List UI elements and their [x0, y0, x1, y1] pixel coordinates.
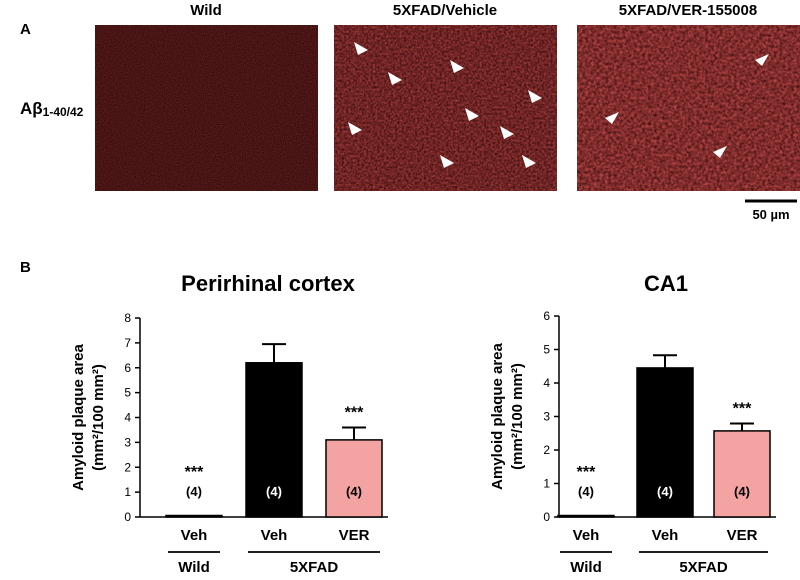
y-axis-label-line1: Amyloid plaque area [489, 342, 506, 489]
y-tick-label: 5 [543, 343, 550, 357]
bar [557, 514, 615, 518]
image-title-ver: 5XFAD/VER-155008 [619, 2, 757, 19]
group-label-wild: Wild [178, 559, 210, 576]
y-tick-label: 1 [124, 485, 131, 499]
group-label-5xfad: 5XFAD [290, 559, 339, 576]
y-tick-label: 2 [543, 443, 550, 457]
x-category-label: Veh [181, 527, 208, 544]
y-tick-label: 6 [124, 361, 131, 375]
chart-perirhinal: Perirhinal cortex Amyloid plaque area (mm²… [70, 271, 388, 576]
x-category-label: Veh [573, 527, 600, 544]
y-axis-label: Amyloid plaque area (mm²/100 mm²) [70, 343, 107, 490]
y-axis-label: Amyloid plaque area (mm²/100 mm²) [489, 342, 526, 489]
plaque-arrowheads-ver [605, 54, 769, 158]
y-tick-label: 8 [124, 311, 131, 325]
x-category-label: VER [727, 527, 758, 544]
scale-bar-label: 50 µm [752, 207, 789, 222]
x-category-label: Veh [652, 527, 679, 544]
y-tick-label: 4 [543, 376, 550, 390]
micrograph-vehicle [334, 25, 557, 191]
group-label-wild: Wild [570, 559, 602, 576]
x-category-label: Veh [261, 527, 288, 544]
y-tick-label: 0 [124, 510, 131, 524]
y-tick-label: 0 [543, 510, 550, 524]
significance-marker: *** [733, 401, 752, 418]
bar [245, 362, 303, 518]
significance-marker: *** [345, 404, 364, 421]
significance-marker: *** [577, 464, 596, 481]
n-label: (4) [734, 484, 750, 499]
n-label: (4) [266, 484, 282, 499]
y-tick-label: 2 [124, 460, 131, 474]
bar [165, 514, 223, 518]
panel-b-letter: B [20, 259, 31, 276]
bar [713, 430, 771, 518]
x-category-label: VER [339, 527, 370, 544]
micrograph-ver [577, 25, 800, 191]
y-axis-label-line2: (mm²/100 mm²) [509, 363, 526, 470]
y-tick-label: 7 [124, 336, 131, 350]
plaque-arrowheads [348, 42, 542, 168]
group-label-5xfad: 5XFAD [679, 559, 728, 576]
y-tick-label: 1 [543, 477, 550, 491]
micrograph-wild [95, 25, 318, 191]
bar [636, 367, 694, 518]
image-title-wild: Wild [190, 2, 222, 19]
y-tick-label: 4 [124, 411, 131, 425]
chart-ca1: CA1 Amyloid plaque area (mm²/100 mm²) 0 1 2 3 4… [489, 271, 776, 576]
y-tick-label: 3 [124, 435, 131, 449]
y-tick-label: 6 [543, 309, 550, 323]
n-label: (4) [346, 484, 362, 499]
bar [325, 439, 383, 518]
chart-title: Perirhinal cortex [181, 271, 355, 296]
n-label: (4) [578, 484, 594, 499]
y-tick-label: 5 [124, 386, 131, 400]
chart-title: CA1 [644, 271, 688, 296]
row-label: Aβ1-40/42 [20, 99, 84, 119]
y-tick-label: 3 [543, 410, 550, 424]
image-title-vehicle: 5XFAD/Vehicle [393, 2, 497, 19]
n-label: (4) [186, 484, 202, 499]
panel-a-letter: A [20, 21, 31, 38]
significance-marker: *** [185, 464, 204, 481]
y-axis-label-line1: Amyloid plaque area [70, 343, 87, 490]
n-label: (4) [657, 484, 673, 499]
y-axis-label-line2: (mm²/100 mm²) [90, 364, 107, 471]
